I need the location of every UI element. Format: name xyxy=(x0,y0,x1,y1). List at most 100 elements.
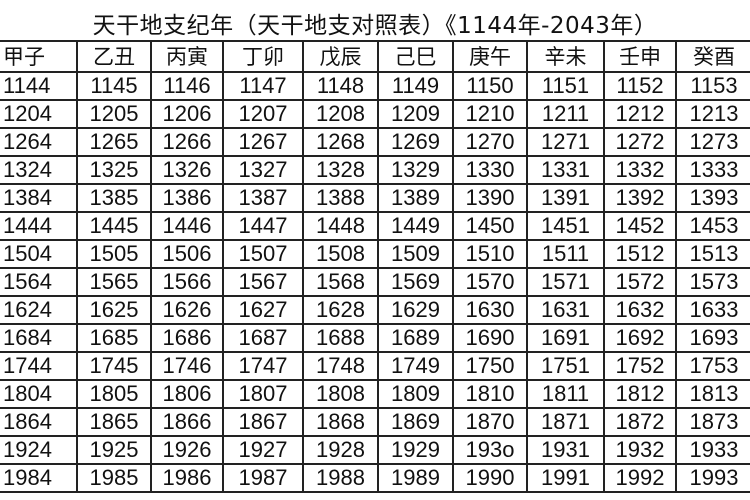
year-cell: 1993 xyxy=(675,463,750,493)
year-cell: 1273 xyxy=(675,127,750,157)
table-row: 1384 1385 1386 1387 1388 1389 1390 1391 1392 1393 xyxy=(0,183,750,213)
year-cell: 1984 xyxy=(0,463,78,493)
year-cell: 1144 xyxy=(0,71,78,101)
year-cell: 1444 xyxy=(0,211,78,241)
table-row: 1444 1445 1446 1447 1448 1449 1450 1451 1452 1453 xyxy=(0,211,750,241)
year-cell: 1270 xyxy=(452,127,528,157)
year-cell: 1810 xyxy=(452,379,528,409)
year-cell: 1870 xyxy=(452,407,528,437)
year-cell: 1504 xyxy=(0,239,78,269)
table-row: 1924 1925 1926 1927 1928 1929 193o 1931 1932 1933 xyxy=(0,435,750,465)
year-cell: 1865 xyxy=(76,407,152,437)
year-cell: 1390 xyxy=(452,183,528,213)
page-title: 天干地支纪年（天干地支对照表）《1144年-2043年） xyxy=(92,13,658,39)
year-cell: 1630 xyxy=(452,295,528,325)
year-cell: 1747 xyxy=(222,351,304,381)
year-cell: 1324 xyxy=(0,155,78,185)
year-cell: 1809 xyxy=(377,379,454,409)
table-row: 1684 1685 1686 1687 1688 1689 1690 1691 1692 1693 xyxy=(0,323,750,353)
year-cell: 1991 xyxy=(526,463,605,493)
year-cell: 1693 xyxy=(675,323,750,353)
header-row: 甲子 乙丑 丙寅 丁卯 戊辰 己巳 庚午 辛未 壬申 癸酉 xyxy=(0,40,750,73)
year-cell: 1384 xyxy=(0,183,78,213)
table-row: 1144 1145 1146 1147 1148 1149 1150 1151 1152 1153 xyxy=(0,71,750,101)
year-cell: 1332 xyxy=(603,155,677,185)
year-cell: 1804 xyxy=(0,379,78,409)
year-cell: 1684 xyxy=(0,323,78,353)
year-cell: 1329 xyxy=(377,155,454,185)
year-cell: 1568 xyxy=(302,267,379,297)
column-header: 戊辰 xyxy=(302,40,379,73)
year-cell: 1864 xyxy=(0,407,78,437)
year-cell: 1149 xyxy=(377,71,454,101)
year-cell: 1389 xyxy=(377,183,454,213)
year-cell: 1331 xyxy=(526,155,605,185)
year-cell: 1633 xyxy=(675,295,750,325)
year-cell: 1271 xyxy=(526,127,605,157)
year-cell: 1267 xyxy=(222,127,304,157)
year-cell: 1985 xyxy=(76,463,152,493)
year-cell: 1264 xyxy=(0,127,78,157)
year-cell: 1813 xyxy=(675,379,750,409)
year-cell: 1510 xyxy=(452,239,528,269)
table-row: 1804 1805 1806 1807 1808 1809 1810 1811 1812 1813 xyxy=(0,379,750,409)
column-header: 丁卯 xyxy=(222,40,304,73)
year-cell: 1986 xyxy=(150,463,224,493)
year-cell: 1148 xyxy=(302,71,379,101)
year-cell: 1388 xyxy=(302,183,379,213)
year-cell: 1512 xyxy=(603,239,677,269)
year-cell: 1871 xyxy=(526,407,605,437)
year-cell: 1326 xyxy=(150,155,224,185)
year-cell: 1505 xyxy=(76,239,152,269)
year-cell: 1624 xyxy=(0,295,78,325)
column-header: 庚午 xyxy=(452,40,528,73)
year-cell: 1751 xyxy=(526,351,605,381)
year-cell: 1153 xyxy=(675,71,750,101)
year-cell: 1152 xyxy=(603,71,677,101)
year-cell: 1213 xyxy=(675,99,750,129)
year-cell: 1268 xyxy=(302,127,379,157)
year-cell: 1211 xyxy=(526,99,605,129)
year-cell: 1508 xyxy=(302,239,379,269)
year-cell: 1573 xyxy=(675,267,750,297)
year-cell: 1748 xyxy=(302,351,379,381)
table-row: 1984 1985 1986 1987 1988 1989 1990 1991 1992 1993 xyxy=(0,463,750,493)
year-cell: 1147 xyxy=(222,71,304,101)
year-cell: 1625 xyxy=(76,295,152,325)
year-cell: 1811 xyxy=(526,379,605,409)
table-row: 1624 1625 1626 1627 1628 1629 1630 1631 1632 1633 xyxy=(0,295,750,325)
year-cell: 1447 xyxy=(222,211,304,241)
year-cell: 1744 xyxy=(0,351,78,381)
year-cell: 1989 xyxy=(377,463,454,493)
year-cell: 1629 xyxy=(377,295,454,325)
year-cell: 1564 xyxy=(0,267,78,297)
year-cell: 1386 xyxy=(150,183,224,213)
year-cell: 1869 xyxy=(377,407,454,437)
year-cell: 1928 xyxy=(302,435,379,465)
year-cell: 1570 xyxy=(452,267,528,297)
year-cell: 1330 xyxy=(452,155,528,185)
year-cell: 1207 xyxy=(222,99,304,129)
year-cell: 1206 xyxy=(150,99,224,129)
year-cell: 1509 xyxy=(377,239,454,269)
year-cell: 1929 xyxy=(377,435,454,465)
year-cell: 1689 xyxy=(377,323,454,353)
column-header: 辛未 xyxy=(526,40,605,73)
year-cell: 1992 xyxy=(603,463,677,493)
year-cell: 1325 xyxy=(76,155,152,185)
year-cell: 1749 xyxy=(377,351,454,381)
year-cell: 1571 xyxy=(526,267,605,297)
year-cell: 1210 xyxy=(452,99,528,129)
year-cell: 1446 xyxy=(150,211,224,241)
year-cell: 1632 xyxy=(603,295,677,325)
year-cell: 1927 xyxy=(222,435,304,465)
year-cell: 1385 xyxy=(76,183,152,213)
year-cell: 193o xyxy=(452,435,528,465)
year-cell: 1753 xyxy=(675,351,750,381)
year-cell: 1806 xyxy=(150,379,224,409)
year-cell: 1572 xyxy=(603,267,677,297)
year-cell: 1686 xyxy=(150,323,224,353)
year-cell: 1150 xyxy=(452,71,528,101)
column-header: 己巳 xyxy=(377,40,454,73)
year-cell: 1450 xyxy=(452,211,528,241)
